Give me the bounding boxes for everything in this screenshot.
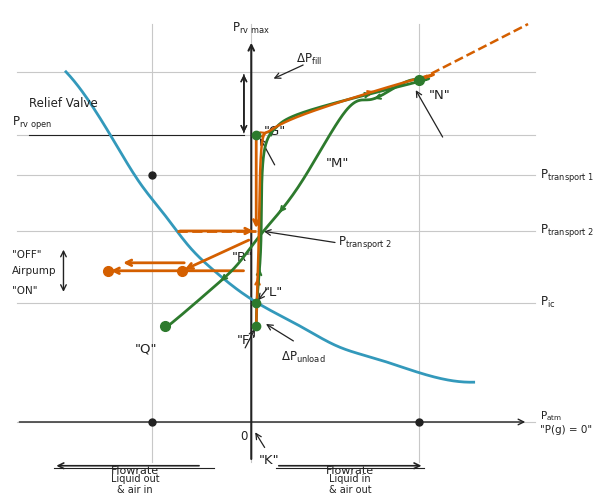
Text: Flowrate: Flowrate <box>111 466 159 476</box>
Text: "G": "G" <box>263 125 286 138</box>
Text: Liquid in
& air out: Liquid in & air out <box>329 474 371 495</box>
Text: $\Delta$P$_{\rm fill}$: $\Delta$P$_{\rm fill}$ <box>296 52 322 68</box>
Text: P$_{\rm ic}$: P$_{\rm ic}$ <box>541 295 556 310</box>
Text: Liquid out
& air in: Liquid out & air in <box>111 474 160 495</box>
Text: Flowrate: Flowrate <box>326 466 374 476</box>
Text: Airpump: Airpump <box>11 266 56 276</box>
Text: "F": "F" <box>236 335 256 347</box>
Text: "N": "N" <box>429 89 451 102</box>
Text: P$_{\rm rv\ open}$: P$_{\rm rv\ open}$ <box>11 115 52 131</box>
Text: P$_{\rm transport\ 2}$: P$_{\rm transport\ 2}$ <box>541 222 595 239</box>
Text: "M": "M" <box>325 157 349 170</box>
Text: "Q": "Q" <box>135 342 157 355</box>
Text: "K": "K" <box>259 454 280 467</box>
Text: "OFF": "OFF" <box>11 250 41 260</box>
Text: Relief Valve: Relief Valve <box>29 97 98 110</box>
Text: $\Delta$P$_{\rm unload}$: $\Delta$P$_{\rm unload}$ <box>281 350 325 365</box>
Text: "L": "L" <box>263 286 283 299</box>
Text: P$_{\rm atm}$
"P(g) = 0": P$_{\rm atm}$ "P(g) = 0" <box>541 409 593 435</box>
Text: 0: 0 <box>240 430 248 443</box>
Text: "R": "R" <box>232 251 253 264</box>
Text: P$_{\rm transport\ 1}$: P$_{\rm transport\ 1}$ <box>541 167 595 184</box>
Text: P$_{\rm transport\ 2}$: P$_{\rm transport\ 2}$ <box>338 234 392 252</box>
Text: P$_{\rm rv\ max}$: P$_{\rm rv\ max}$ <box>232 21 270 36</box>
Text: "ON": "ON" <box>11 286 37 296</box>
